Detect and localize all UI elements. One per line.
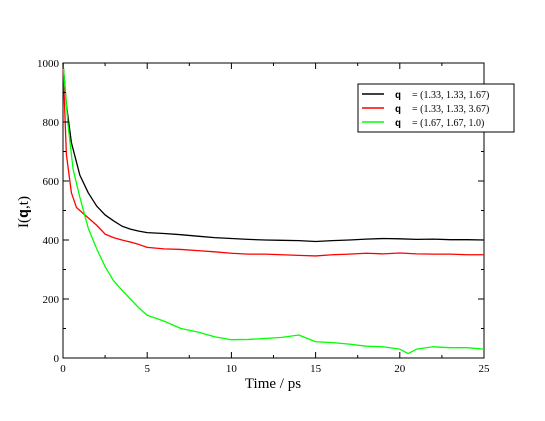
y-tick-label-5: 1000	[37, 58, 60, 70]
x-tick-label-1: 5	[144, 363, 150, 375]
legend-symbol-0: q	[395, 91, 401, 102]
legend-value-0: = (1.33, 1.33, 1.67)	[412, 90, 489, 101]
legend-value-2: = (1.67, 1.67, 1.0)	[412, 118, 484, 129]
y-axis-title-suffix: ,t)	[16, 196, 32, 209]
x-tick-label-2: 10	[226, 363, 238, 375]
x-axis-title: Time / ps	[245, 376, 301, 392]
legend-symbol-1: q	[395, 105, 401, 116]
series-layer	[62, 62, 485, 355]
series-line-1	[62, 62, 484, 257]
legend-value-1: = (1.33, 1.33, 3.67)	[412, 104, 489, 115]
y-tick-label-1: 200	[43, 294, 60, 306]
y-tick-label-0: 0	[54, 353, 60, 365]
series-line-2	[62, 62, 485, 355]
y-axis-title: I(q,t)	[16, 196, 33, 228]
y-tick-label-2: 400	[43, 235, 60, 247]
y-axis-title-prefix: I(	[16, 218, 32, 228]
legend-symbol-2: q	[395, 119, 401, 130]
x-tick-label-3: 15	[310, 363, 322, 375]
ticks-layer: 0 5 10 15 20 25 0 200 400 600 800 1000	[37, 58, 490, 375]
x-tick-label-0: 0	[60, 363, 66, 375]
y-tick-label-3: 600	[43, 176, 60, 188]
x-tick-label-5: 25	[479, 363, 491, 375]
y-axis-title-symbol: q	[16, 209, 33, 218]
x-tick-label-4: 20	[394, 363, 406, 375]
y-tick-label-4: 800	[43, 117, 60, 129]
legend: q = (1.33, 1.33, 1.67) q = (1.33, 1.33, …	[357, 83, 515, 133]
series-line-0	[62, 62, 485, 243]
